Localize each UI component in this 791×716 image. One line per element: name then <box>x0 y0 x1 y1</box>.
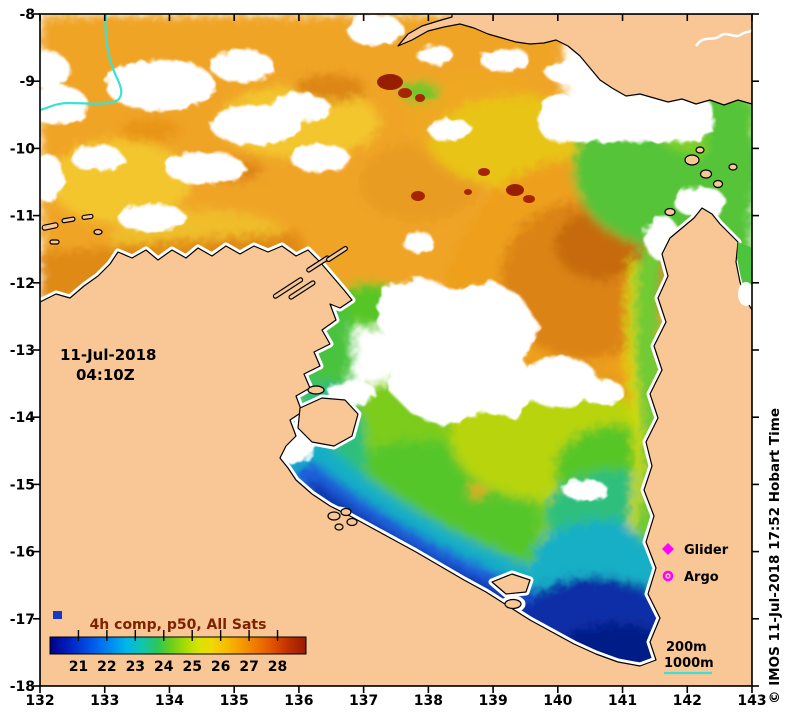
date-annotation: 11-Jul-2018 04:10Z <box>60 346 156 384</box>
colorbar-tick-label: 28 <box>268 659 287 675</box>
colorbar-tick-label: 27 <box>239 659 258 675</box>
date-line1: 11-Jul-2018 <box>60 346 156 364</box>
wessel-islands <box>272 245 348 300</box>
y-tick-label: -13 <box>10 343 35 359</box>
groote-eylandt <box>297 397 359 447</box>
y-tick-label: -12 <box>10 276 35 292</box>
argo-circle-icon <box>662 570 674 582</box>
colorbar-tick-label: 24 <box>154 659 174 675</box>
y-tick-label: -8 <box>19 7 35 23</box>
glider-legend-label: Glider <box>684 543 729 558</box>
cobourg-islands <box>41 213 103 245</box>
glider-diamond-icon <box>662 543 674 555</box>
x-axis-ticks: 132 133 134 135 136 137 138 139 140 141 142 143 <box>25 14 767 709</box>
x-tick-label: 133 <box>90 693 119 709</box>
map-plot <box>40 14 752 686</box>
y-tick-label: -10 <box>10 141 36 157</box>
argo-circle-dot <box>666 574 670 578</box>
x-tick-label: 132 <box>25 693 54 709</box>
colorbar: 4h comp, p50, All Sats 21 22 23 24 25 26 27 28 <box>49 617 307 675</box>
colorbar-ticks: 21 22 23 24 25 26 27 28 <box>69 630 287 675</box>
torres-strait-islands <box>664 146 738 217</box>
x-tick-label: 138 <box>414 693 443 709</box>
colorbar-tick-label: 21 <box>69 659 88 675</box>
mornington-islands <box>491 573 531 610</box>
colorbar-tick-label: 25 <box>182 659 201 675</box>
y-tick-label: -11 <box>10 209 35 225</box>
land-layer <box>40 14 752 686</box>
y-tick-label: -16 <box>10 545 35 561</box>
x-tick-label: 142 <box>673 693 702 709</box>
x-tick-label: 140 <box>543 693 572 709</box>
x-tick-label: 143 <box>737 693 766 709</box>
date-line2: 04:10Z <box>76 366 135 384</box>
y-tick-label: -18 <box>10 679 35 695</box>
australia-coastline <box>40 207 752 686</box>
colorbar-tick-label: 23 <box>126 659 145 675</box>
imos-watermark: © IMOS 11-Jul-2018 17:52 Hobart Time <box>767 408 783 704</box>
colorbar-tick-label: 22 <box>97 659 116 675</box>
bathymetry-contour-1000m <box>40 14 123 112</box>
inland-pixel-artifact <box>53 611 62 619</box>
png-river <box>694 29 752 47</box>
x-tick-label: 135 <box>220 693 249 709</box>
argo-legend-label: Argo <box>684 570 719 585</box>
landmass <box>40 14 752 686</box>
y-tick-label: -15 <box>10 477 35 493</box>
depth-1000m-label: 1000m <box>664 656 714 671</box>
colorbar-ramp <box>49 636 307 655</box>
depth-200m-label: 200m <box>666 640 707 655</box>
x-tick-label: 136 <box>284 693 313 709</box>
x-tick-label: 134 <box>155 693 184 709</box>
east-cape-water <box>737 242 752 306</box>
colorbar-tick-label: 26 <box>211 659 230 675</box>
x-tick-label: 139 <box>478 693 507 709</box>
pellew-islands <box>327 507 358 531</box>
x-tick-label: 137 <box>349 693 378 709</box>
new-guinea-coastline <box>397 14 752 106</box>
y-tick-label: -17 <box>10 612 35 628</box>
colorbar-title: 4h comp, p50, All Sats <box>90 617 267 633</box>
cloud-gaps <box>40 14 726 501</box>
sst-hotspots <box>377 74 535 203</box>
platform-legend: Glider Argo <box>662 543 729 585</box>
y-tick-label: -14 <box>10 410 36 426</box>
y-axis-ticks: -8 -9 -10 -11 -12 -13 -14 -15 -16 -17 -18 <box>10 7 759 695</box>
y-tick-label: -9 <box>19 74 35 90</box>
depth-legend: 200m 1000m <box>664 640 714 675</box>
x-tick-label: 141 <box>608 693 637 709</box>
